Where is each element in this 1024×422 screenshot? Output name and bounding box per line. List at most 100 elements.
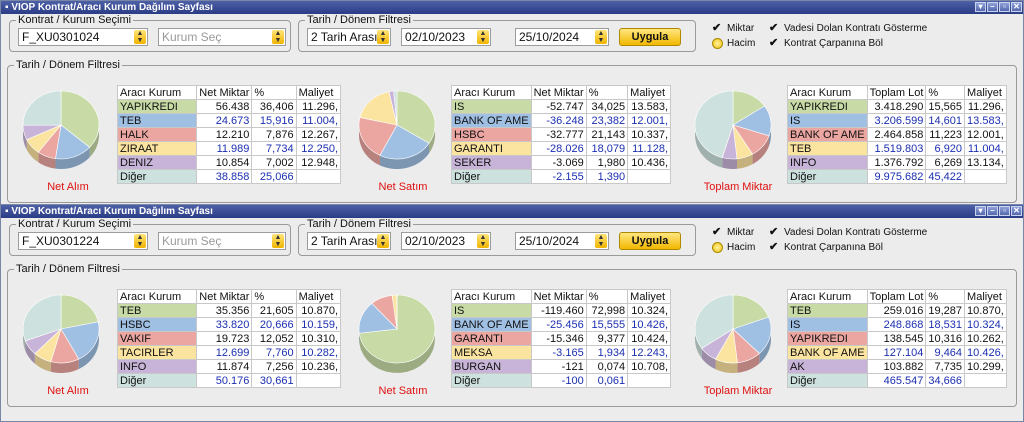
table-row[interactable]: BANK OF AME 2.464.858 11,223 12.001, bbox=[787, 127, 1007, 142]
checkmark-icon[interactable]: ✔ bbox=[769, 37, 779, 49]
carpan-checkbox[interactable]: ✔ Kontrat Çarpanına Böl bbox=[769, 242, 883, 254]
table-row[interactable]: HALK 12.210 7,876 12.267, bbox=[116, 127, 342, 142]
table-row[interactable]: IS -119.460 72,998 10.324, bbox=[451, 303, 671, 318]
table-row[interactable]: INFO 11.874 7,256 10.236, bbox=[116, 359, 342, 374]
checkmark-icon[interactable]: ✔ bbox=[769, 22, 779, 34]
table-row[interactable]: IS -52.747 34,025 13.583, bbox=[451, 99, 671, 114]
apply-button[interactable]: Uygula bbox=[619, 232, 681, 250]
dropdown-arrow-icon[interactable]: ▲ ▼ bbox=[477, 30, 489, 44]
table-row[interactable]: YAPIKREDI 56.438 36,406 11.296, bbox=[116, 99, 342, 114]
maximize-icon[interactable]: ▫ bbox=[999, 206, 1010, 216]
pie-slice-0[interactable] bbox=[60, 294, 99, 330]
pie-slice-5[interactable] bbox=[393, 90, 398, 126]
table-row[interactable]: ZIRAAT 11.989 7,734 12.250, bbox=[116, 141, 342, 156]
maximize-icon[interactable]: ▫ bbox=[999, 2, 1010, 12]
dropdown-arrow-icon[interactable]: ▲ ▼ bbox=[272, 234, 284, 248]
table-row[interactable]: TEB 24.673 15,916 11.004, bbox=[116, 113, 342, 128]
pie-slice-5[interactable] bbox=[22, 294, 62, 342]
dropdown-arrow-icon[interactable]: ▲ ▼ bbox=[595, 234, 607, 248]
pie-slice-5[interactable] bbox=[694, 294, 734, 349]
table-row[interactable]: DENIZ 10.854 7,002 12.948, bbox=[116, 155, 342, 170]
table-row[interactable]: GARANTI -28.026 18,079 11.128, bbox=[451, 141, 671, 156]
table-row[interactable]: TEB 259.016 19,287 10.870, bbox=[787, 303, 1007, 318]
dropdown-arrow-icon[interactable]: ▲ ▼ bbox=[134, 30, 146, 44]
table-row[interactable]: HSBC 33.820 20,666 10.159, bbox=[116, 317, 342, 332]
close-icon[interactable]: ✕ bbox=[1011, 206, 1022, 216]
hacim-radio[interactable]: Hacim bbox=[712, 38, 755, 50]
date-from-picker[interactable]: 02/10/2023 ▲ ▼ bbox=[401, 28, 491, 46]
checkmark-icon[interactable]: ✔ bbox=[712, 22, 722, 34]
window-menu-icon[interactable]: ▾ bbox=[975, 2, 986, 12]
carpan-checkbox[interactable]: ✔ Kontrat Çarpanına Böl bbox=[769, 38, 883, 50]
pie-slice-1[interactable] bbox=[379, 124, 430, 160]
checkmark-icon[interactable]: ✔ bbox=[769, 226, 779, 238]
table-row[interactable]: TEB 1.519.803 6,920 11.004, bbox=[787, 141, 1007, 156]
dropdown-arrow-icon[interactable]: ▲ ▼ bbox=[377, 234, 389, 248]
radio-icon[interactable] bbox=[712, 38, 723, 49]
miktar-checkbox[interactable]: ✔ Miktar bbox=[712, 227, 754, 239]
table-header-row: Aracı Kurum Net Miktar% Maliyet bbox=[451, 289, 671, 304]
table-row[interactable]: GARANTI -15.346 9,377 10.424, bbox=[451, 331, 671, 346]
hacim-radio[interactable]: Hacim bbox=[712, 242, 755, 254]
table-header-row: Aracı Kurum Net Miktar% Maliyet bbox=[116, 85, 342, 100]
dropdown-arrow-icon[interactable]: ▲ ▼ bbox=[377, 30, 389, 44]
table-row[interactable]: TEB 35.356 21,605 10.870, bbox=[116, 303, 342, 318]
close-icon[interactable]: ✕ bbox=[1011, 2, 1022, 12]
table-row[interactable]: INFO 1.376.792 6,269 13.134, bbox=[787, 155, 1007, 170]
kontrat-select[interactable]: F_XU0301024 ▲ ▼ bbox=[18, 28, 148, 46]
pie-slice-0[interactable] bbox=[60, 90, 100, 148]
date-to-picker[interactable]: 25/10/2024 ▲ ▼ bbox=[515, 232, 609, 250]
table-row[interactable]: VAKIF 19.723 12,052 10.310, bbox=[116, 331, 342, 346]
window-menu-icon[interactable]: ▾ bbox=[975, 206, 986, 216]
dropdown-arrow-icon[interactable]: ▲ ▼ bbox=[272, 30, 284, 44]
table-row[interactable]: AK 103.882 7,735 10.299, bbox=[787, 359, 1007, 374]
date-to-picker[interactable]: 25/10/2024 ▲ ▼ bbox=[515, 28, 609, 46]
table-row[interactable]: BANK OF AME 127.104 9,464 10.426, bbox=[787, 345, 1007, 360]
table-row[interactable]: BURGAN -121 0,074 10.708, bbox=[451, 359, 671, 374]
table-row[interactable]: BANK OF AME -36.248 23,382 12.001, bbox=[451, 113, 671, 128]
minimize-icon[interactable]: – bbox=[987, 206, 998, 216]
kontrat-select[interactable]: F_XU0301224 ▲ ▼ bbox=[18, 232, 148, 250]
pie-slice-2[interactable] bbox=[358, 117, 398, 156]
table-cell: IS bbox=[787, 317, 868, 332]
dropdown-arrow-icon[interactable]: ▲ ▼ bbox=[477, 234, 489, 248]
range-select[interactable]: 2 Tarih Arası ▲ ▼ bbox=[307, 232, 391, 250]
table-cell: 11.004, bbox=[964, 141, 1007, 156]
table-row[interactable]: TACIRLER 12.699 7,760 10.282, bbox=[116, 345, 342, 360]
table-row[interactable]: HSBC -32.777 21,143 10.337, bbox=[451, 127, 671, 142]
radio-icon[interactable] bbox=[712, 242, 723, 253]
table-row[interactable]: Diğer 38.858 25,066 bbox=[116, 169, 342, 184]
table-row[interactable]: YAPIKREDI 3.418.290 15,565 11.296, bbox=[787, 99, 1007, 114]
pie-slice-1[interactable] bbox=[60, 321, 100, 360]
vadesi-checkbox[interactable]: ✔ Vadesi Dolan Kontratı Gösterme bbox=[769, 227, 927, 239]
pie-slice-1[interactable] bbox=[732, 316, 772, 354]
table-row[interactable]: IS 3.206.599 14,601 13.583, bbox=[787, 113, 1007, 128]
table-row[interactable]: YAPIKREDI 138.545 10,316 10.262, bbox=[787, 331, 1007, 346]
table-row[interactable]: Diğer -100 0,061 bbox=[451, 373, 671, 388]
table-row[interactable]: SEKER -3.069 1,980 10.436, bbox=[451, 155, 671, 170]
pie-slice-5[interactable] bbox=[22, 90, 62, 126]
column-header: % bbox=[925, 85, 966, 100]
pie-slice-0[interactable] bbox=[732, 294, 769, 330]
table-row[interactable]: Diğer 50.176 30,661 bbox=[116, 373, 342, 388]
table-row[interactable]: Diğer 465.547 34,666 bbox=[787, 373, 1007, 388]
table-row[interactable]: BANK OF AME -25.456 15,555 10.426, bbox=[451, 317, 671, 332]
table-row[interactable]: Diğer -2.155 1,390 bbox=[451, 169, 671, 184]
date-from-picker[interactable]: 02/10/2023 ▲ ▼ bbox=[401, 232, 491, 250]
miktar-checkbox[interactable]: ✔ Miktar bbox=[712, 23, 754, 35]
apply-button[interactable]: Uygula bbox=[619, 28, 681, 46]
dropdown-arrow-icon[interactable]: ▲ ▼ bbox=[134, 234, 146, 248]
dropdown-arrow-icon[interactable]: ▲ ▼ bbox=[595, 30, 607, 44]
range-select[interactable]: 2 Tarih Arası ▲ ▼ bbox=[307, 28, 391, 46]
kurum-select[interactable]: Kurum Seç ▲ ▼ bbox=[158, 28, 286, 46]
kurum-select[interactable]: Kurum Seç ▲ ▼ bbox=[158, 232, 286, 250]
checkmark-icon[interactable]: ✔ bbox=[712, 226, 722, 238]
table-row[interactable]: IS 248.868 18,531 10.324, bbox=[787, 317, 1007, 332]
pie-slice-5[interactable] bbox=[694, 90, 734, 158]
minimize-icon[interactable]: – bbox=[987, 2, 998, 12]
table-row[interactable]: Diğer 9.975.682 45,422 bbox=[787, 169, 1007, 184]
table-row[interactable]: MEKSA -3.165 1,934 12.243, bbox=[451, 345, 671, 360]
checkmark-icon[interactable]: ✔ bbox=[769, 241, 779, 253]
vadesi-checkbox[interactable]: ✔ Vadesi Dolan Kontratı Gösterme bbox=[769, 23, 927, 35]
pie-slice-3[interactable] bbox=[359, 91, 398, 126]
